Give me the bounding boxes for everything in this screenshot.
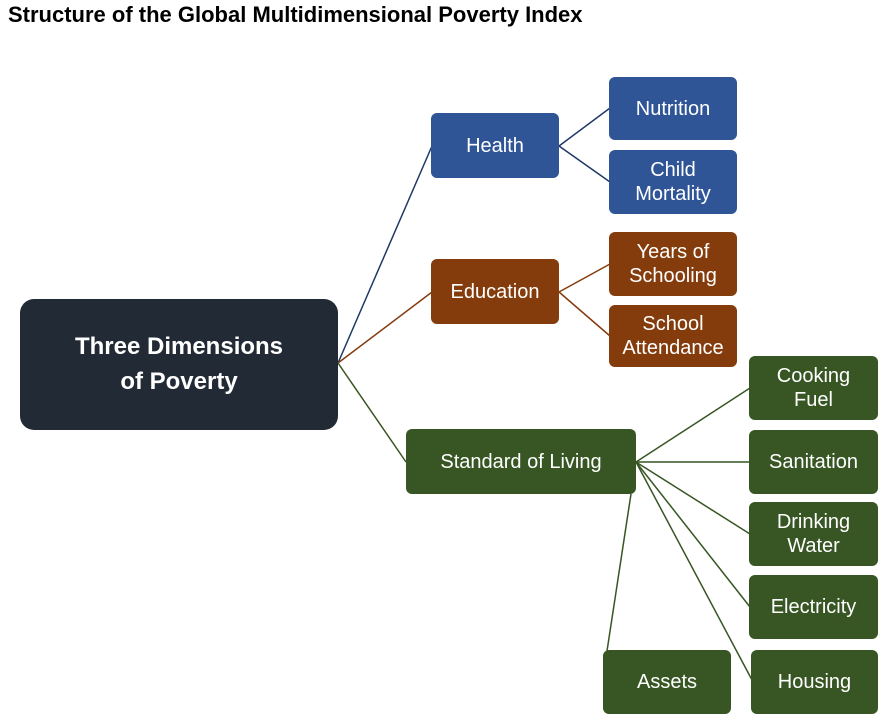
indicator-label: Nutrition: [635, 97, 711, 120]
root-label-line2: of Poverty: [120, 367, 238, 395]
indicator-label: School: [642, 313, 704, 335]
dimension-label-education: Education: [450, 280, 540, 303]
connector-living-housing: [635, 461, 753, 681]
dimension-label-standard-of-living: Standard of Living: [440, 450, 602, 473]
diagram-title: Structure of the Global Multidimensional…: [8, 2, 583, 27]
indicator-node-child-mortality: Child Mortality: [609, 150, 737, 214]
indicator-label: Mortality: [635, 183, 711, 205]
indicator-label: Years of: [636, 241, 710, 263]
indicator-label: Water: [787, 535, 840, 557]
indicator-label: Attendance: [622, 337, 724, 359]
indicator-label: Schooling: [629, 265, 717, 287]
indicator-label: Electricity: [770, 596, 857, 618]
dimension-label-health: Health: [466, 134, 524, 157]
connector-root-health: [337, 145, 433, 364]
indicator-node-drinking-water: Drinking Water: [749, 502, 878, 566]
connector-living-cooking-fuel: [635, 387, 751, 463]
indicator-node-assets: Assets: [603, 650, 731, 714]
indicator-node-housing: Housing: [751, 650, 878, 714]
dimension-node-standard-of-living: Standard of Living: [406, 429, 636, 494]
root-label-line1: Three Dimensions: [74, 332, 284, 360]
indicator-node-sanitation: Sanitation: [749, 430, 878, 494]
root-node-three-dimensions: Three Dimensions of Poverty: [20, 299, 338, 430]
connector-education-attendance: [558, 291, 611, 337]
indicator-node-cooking-fuel: Cooking Fuel: [749, 356, 878, 420]
indicator-label: Cooking: [776, 365, 851, 387]
indicator-node-school-attendance: School Attendance: [609, 305, 737, 367]
connector-root-living: [337, 362, 407, 463]
connector-living-assets: [606, 493, 632, 652]
connector-living-electricity: [635, 461, 751, 608]
dimension-node-health: Health: [431, 113, 559, 178]
indicator-label: Sanitation: [769, 451, 858, 473]
dimension-node-education: Education: [431, 259, 559, 324]
indicator-node-years-of-schooling: Years of Schooling: [609, 232, 737, 296]
connector-education-years: [558, 263, 611, 293]
indicator-label: Child: [650, 159, 696, 181]
connector-health-nutrition: [558, 107, 611, 147]
connector-root-education: [337, 291, 433, 364]
indicator-label: Drinking: [776, 511, 851, 533]
indicator-node-electricity: Electricity: [749, 575, 878, 639]
connector-health-child-mortality: [558, 145, 611, 183]
indicator-node-nutrition: Nutrition: [609, 77, 737, 140]
indicator-label: Assets: [636, 671, 698, 693]
indicator-label: Housing: [777, 671, 852, 693]
indicator-label: Fuel: [794, 389, 833, 411]
connector-living-drinking-water: [635, 461, 751, 535]
